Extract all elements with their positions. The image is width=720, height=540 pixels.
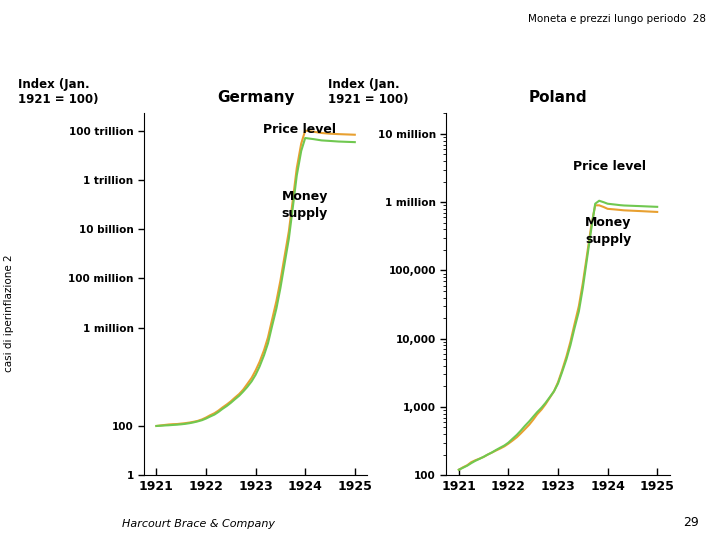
Text: Money
supply: Money supply (282, 190, 328, 220)
Text: Harcourt Brace & Company: Harcourt Brace & Company (122, 519, 275, 529)
Text: Index (Jan.
1921 = 100): Index (Jan. 1921 = 100) (18, 78, 99, 106)
Text: Moneta e prezzi lungo periodo  28: Moneta e prezzi lungo periodo 28 (528, 14, 706, 24)
Text: Index (Jan.
1921 = 100): Index (Jan. 1921 = 100) (328, 78, 408, 106)
Text: Money
supply: Money supply (585, 217, 631, 246)
Text: casi di iperinflazione 2: casi di iperinflazione 2 (4, 254, 14, 372)
Text: 29: 29 (683, 516, 698, 529)
Title: Poland: Poland (528, 90, 588, 105)
Text: Price level: Price level (263, 123, 336, 136)
Title: Germany: Germany (217, 90, 294, 105)
Text: Price level: Price level (573, 160, 646, 173)
